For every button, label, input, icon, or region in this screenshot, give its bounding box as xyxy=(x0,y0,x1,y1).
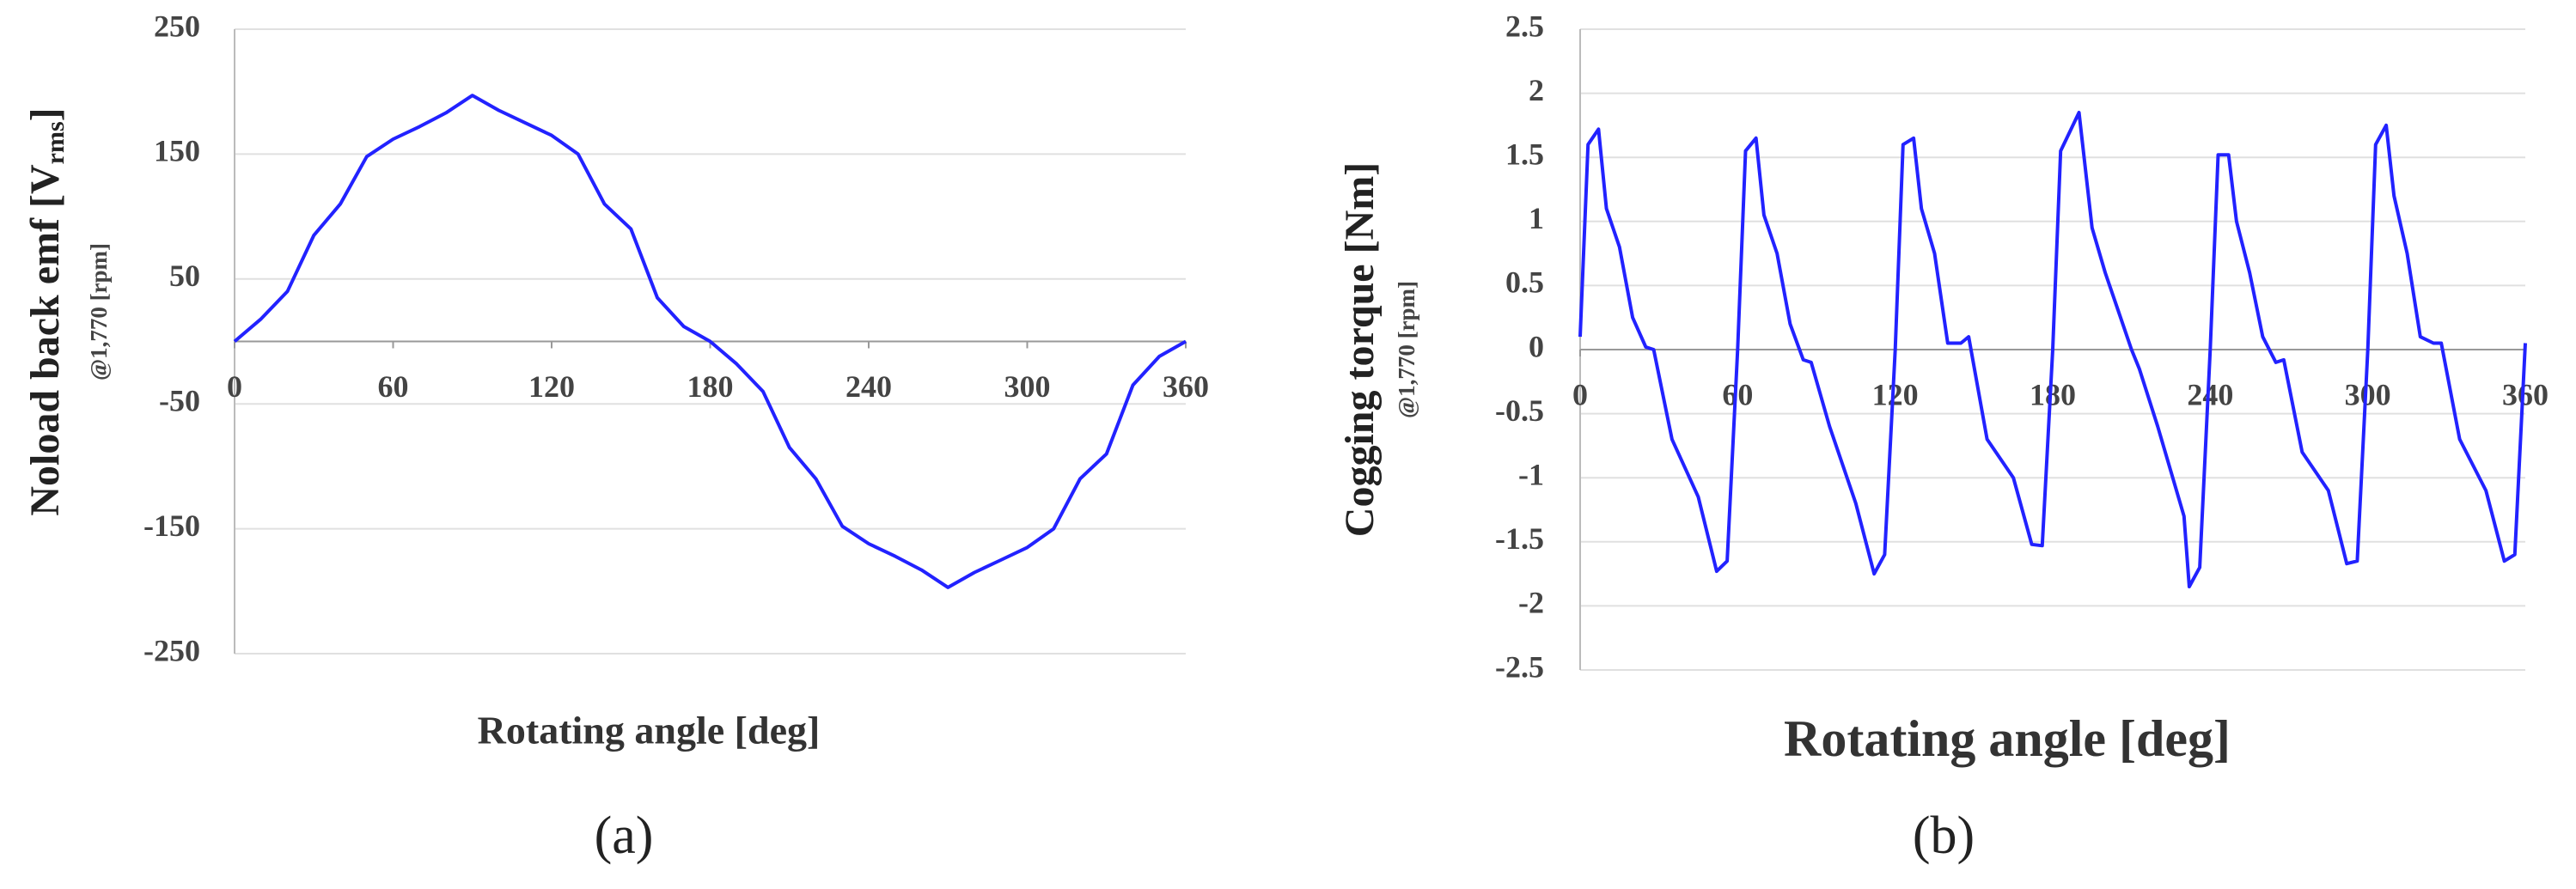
y-axis-label-text: Cogging torque [Nm] xyxy=(1337,162,1383,537)
y-tick-label: -50 xyxy=(159,383,200,417)
x-axis-label: Rotating angle [deg] xyxy=(478,709,821,752)
x-tick-label: 60 xyxy=(378,369,409,404)
y-tick-label: 0 xyxy=(1529,329,1544,363)
y-tick-label: 1.5 xyxy=(1505,137,1544,171)
y-axis-note: @1,770 [rpm] xyxy=(1394,281,1419,418)
x-tick-label: 180 xyxy=(687,369,734,404)
y-tick-label: -250 xyxy=(143,633,200,667)
x-tick-label: 180 xyxy=(2030,377,2076,411)
y-tick-label: 50 xyxy=(169,259,200,293)
y-axis-label: Noload back emf [Vrms] xyxy=(22,107,70,515)
y-tick-label: 2 xyxy=(1529,73,1544,107)
y-tick-label: 2.5 xyxy=(1505,9,1544,43)
y-tick-label: 150 xyxy=(154,134,200,168)
data-line xyxy=(233,94,1187,589)
y-tick-label: -1.5 xyxy=(1495,521,1544,556)
caption: (a) xyxy=(595,807,654,865)
y-tick-label: -2.5 xyxy=(1495,649,1544,684)
y-tick-label: -150 xyxy=(143,508,200,543)
chart: -2.5-2-1.5-1-0.500.511.522.50 60 120 180 240… xyxy=(1337,9,2549,865)
y-axis-label-sub: rms xyxy=(41,121,70,164)
y-axis-label: Cogging torque [Nm] xyxy=(1337,162,1383,537)
y-tick-label: -1 xyxy=(1518,457,1544,491)
y-axis-label-end: ] xyxy=(22,107,68,121)
x-tick-label: 0 xyxy=(1572,377,1588,411)
data-line xyxy=(1578,111,2527,588)
y-tick-label: -0.5 xyxy=(1495,393,1544,428)
caption: (b) xyxy=(1913,807,1975,865)
x-axis-label: Rotating angle [deg] xyxy=(1784,710,2231,767)
x-tick-label: 120 xyxy=(528,369,575,404)
y-tick-label: 1 xyxy=(1529,201,1544,235)
chart: -250 -150 -50 50 150 250 0 60 120 180 240 300 360 Nol… xyxy=(22,9,1209,865)
y-axis-note: @1,770 [rpm] xyxy=(86,243,112,381)
y-axis-label-text: Noload back emf [V xyxy=(22,164,68,516)
x-tick-label: 360 xyxy=(1163,369,1209,404)
x-tick-label: 360 xyxy=(2502,377,2549,411)
y-tick-label: 250 xyxy=(154,9,200,43)
x-tick-label: 300 xyxy=(1004,369,1051,404)
y-tick-label: 0.5 xyxy=(1505,265,1544,300)
x-tick-label: 240 xyxy=(845,369,892,404)
x-tick-label: 0 xyxy=(227,369,242,404)
y-tick-label: -2 xyxy=(1518,586,1544,620)
